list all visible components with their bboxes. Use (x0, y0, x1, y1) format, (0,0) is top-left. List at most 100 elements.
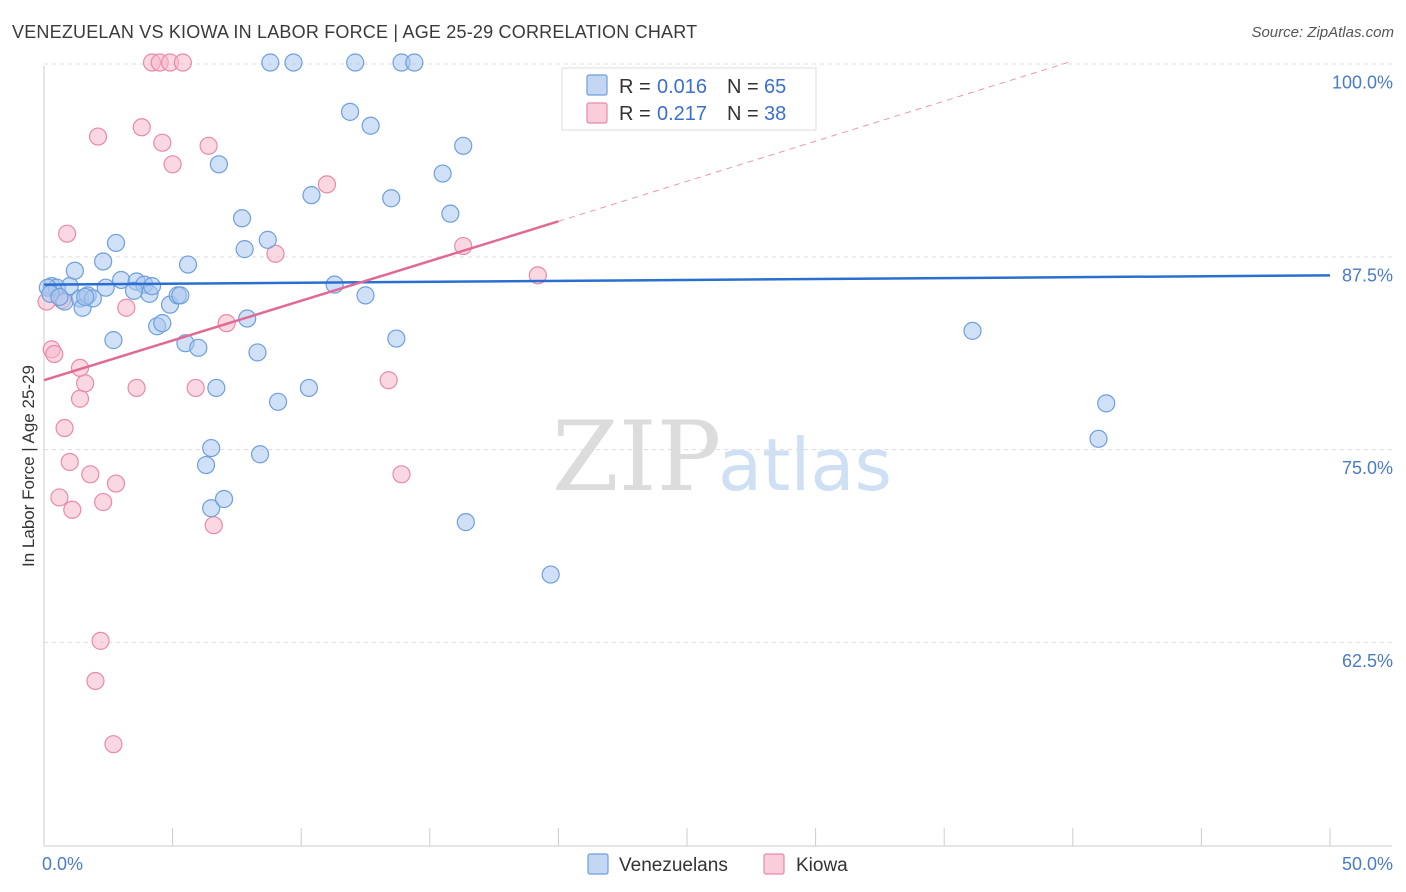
venezuelans-point (209, 155, 228, 174)
kiowa-point (81, 465, 100, 484)
kiowa-point (45, 344, 64, 364)
kiowa-point (70, 389, 90, 408)
venezuelans-point (361, 116, 380, 135)
y-tick-label: 75.0% (1342, 458, 1393, 478)
venezuelans-point (76, 287, 95, 307)
venezuelans-point (387, 329, 406, 348)
venezuelans-point (340, 102, 360, 121)
kiowa-point (266, 244, 285, 263)
x-tick-label: 0.0% (42, 854, 83, 874)
y-tick-labels: 100.0% 87.5% 75.0% 62.5% (1332, 73, 1393, 671)
gridlines (44, 63, 1392, 643)
venezuelans-point (346, 53, 365, 72)
venezuelans-point (189, 338, 208, 357)
kiowa-point (106, 474, 126, 493)
venezuelans-point (1089, 429, 1108, 448)
kiowa-point (204, 516, 223, 535)
kiowa-point (199, 136, 218, 155)
y-axis-label: In Labor Force | Age 25-29 (19, 365, 38, 567)
venezuelans-point (356, 286, 375, 305)
venezuelans-point (456, 513, 475, 532)
y-tick-label: 62.5% (1342, 651, 1393, 671)
x-tick-label: 50.0% (1342, 854, 1393, 874)
watermark: ZIP atlas (552, 401, 892, 513)
bottom-legend-swatch-kiowa (763, 853, 785, 875)
venezuelans-point (142, 277, 162, 296)
watermark-atlas: atlas (718, 423, 892, 507)
venezuelans-point (1097, 394, 1116, 413)
venezuelans-point (96, 278, 115, 297)
venezuelans-point (207, 378, 226, 398)
kiowa-point (186, 378, 205, 398)
venezuelans-point (50, 287, 69, 307)
legend-n-label: N = (727, 103, 759, 125)
venezuelans-point (258, 230, 277, 249)
kiowa-points (37, 53, 547, 754)
kiowa-point (528, 266, 547, 285)
legend-r-label: R = (619, 76, 651, 98)
venezuelans-point (106, 233, 126, 253)
bottom-legend-venezuelans: Venezuelans (619, 855, 728, 876)
kiowa-point (88, 127, 108, 146)
venezuelans-point (214, 489, 234, 509)
kiowa-point (104, 735, 123, 754)
venezuelans-point (405, 53, 424, 72)
venezuelans-point (94, 252, 113, 271)
trend-lines (43, 60, 1331, 382)
kiowa-point (163, 155, 182, 174)
venezuelans-point (248, 343, 267, 362)
x-tick-labels: 0.0% 50.0% (42, 854, 1393, 874)
legend-r-value: 0.217 (657, 103, 707, 125)
stats-legend: R = 0.016 N = 65 R = 0.217 N = 38 (561, 67, 817, 131)
venezuelans-point (65, 261, 84, 280)
kiowa-point (58, 224, 77, 243)
legend-n-value: 65 (764, 76, 786, 98)
chart-title: VENEZUELAN VS KIOWA IN LABOR FORCE | AGE… (12, 22, 698, 42)
series-legend: Venezuelans Kiowa (587, 853, 848, 876)
venezuelans-point (284, 53, 303, 72)
venezuelans-point (261, 53, 280, 72)
kiowa-point (50, 488, 69, 507)
kiowa-point (117, 298, 136, 317)
kiowa-point (55, 418, 74, 438)
legend-n-value: 38 (764, 103, 786, 125)
legend-swatch-kiowa (586, 102, 608, 124)
bottom-legend-swatch-venezuelans (587, 853, 609, 875)
venezuelans-point (541, 565, 560, 584)
kiowa-point (379, 371, 398, 390)
legend-r-value: 0.016 (657, 76, 707, 98)
venezuelans-point (202, 499, 221, 518)
venezuelans-point (235, 240, 254, 259)
venezuelans-point (302, 186, 321, 205)
venezuelans-trend-line (43, 274, 1331, 286)
venezuelans-point (382, 189, 401, 208)
venezuelans-point (963, 321, 982, 340)
venezuelans-point (178, 255, 198, 274)
venezuelans-point (171, 286, 190, 305)
venezuelans-point (454, 136, 473, 155)
kiowa-point (173, 53, 192, 72)
kiowa-point (153, 133, 172, 152)
venezuelans-points (38, 53, 1116, 584)
kiowa-trend-extension (558, 60, 1073, 222)
venezuelans-point (268, 392, 288, 411)
axes (43, 66, 1392, 847)
venezuelans-point (433, 164, 452, 183)
watermark-zip: ZIP (552, 401, 721, 513)
venezuelans-point (104, 331, 123, 350)
venezuelans-point (299, 378, 319, 398)
venezuelans-point (202, 438, 221, 458)
kiowa-point (392, 465, 411, 484)
y-tick-label: 100.0% (1332, 73, 1393, 93)
kiowa-point (63, 500, 82, 519)
kiowa-point (132, 118, 151, 137)
venezuelans-point (441, 204, 460, 223)
kiowa-point (127, 378, 146, 398)
y-tick-label: 87.5% (1342, 265, 1393, 285)
venezuelans-point (153, 314, 172, 333)
venezuelans-point (196, 455, 216, 475)
kiowa-point (76, 374, 95, 393)
bottom-legend-kiowa: Kiowa (796, 855, 848, 876)
kiowa-point (60, 452, 79, 472)
